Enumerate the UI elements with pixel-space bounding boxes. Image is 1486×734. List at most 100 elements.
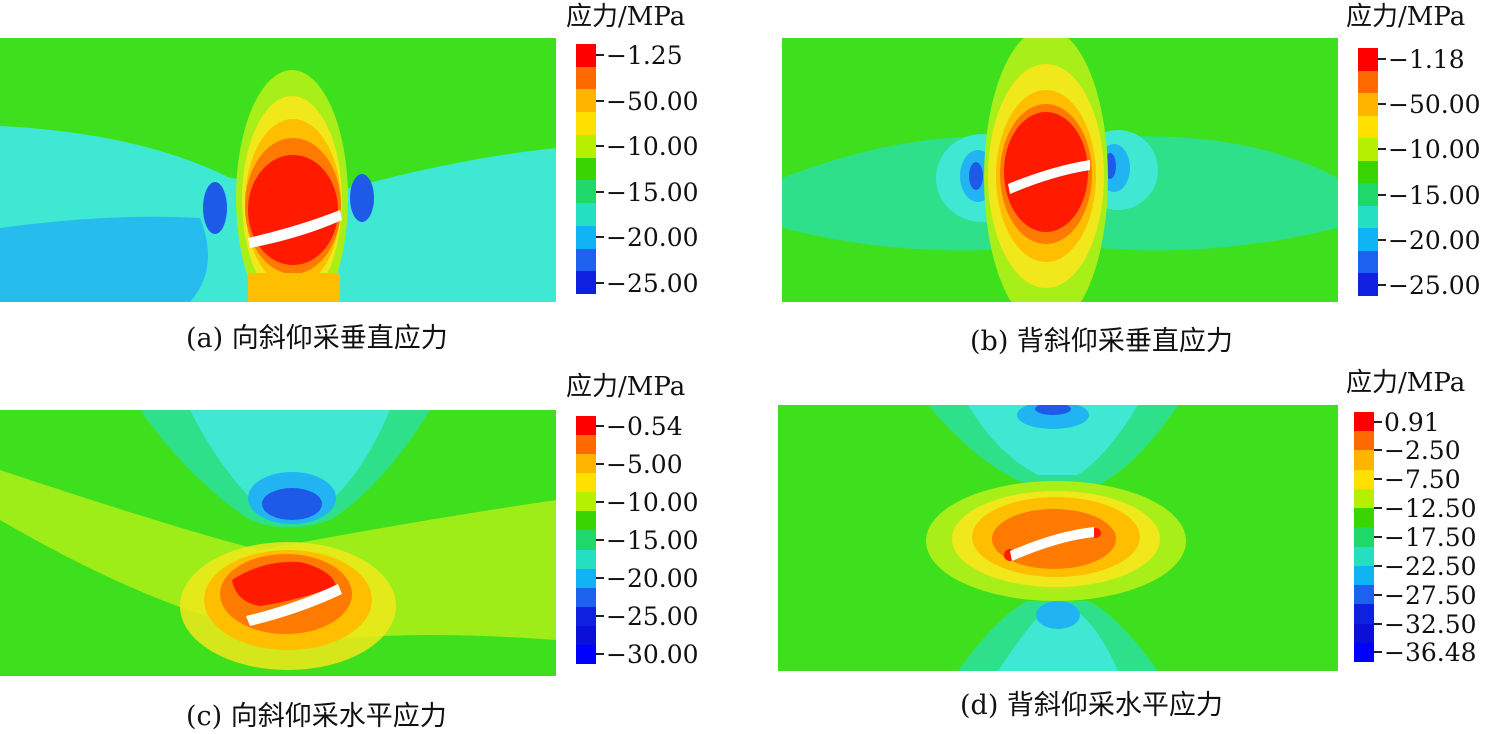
legend-label-d-0: 0.91 (1384, 407, 1440, 437)
legend-title-c: 应力/MPa (566, 372, 686, 402)
legend-tick-a-1 (596, 99, 604, 102)
legend-swatch-c-5 (576, 511, 596, 531)
legend-swatch-a-2 (576, 89, 596, 113)
legend-swatch-d-0 (1354, 412, 1374, 432)
legend-label-d-5: −22.50 (1384, 551, 1477, 581)
legend-tick-b-1 (1378, 103, 1386, 106)
legend-swatch-b-2 (1358, 93, 1378, 117)
caption-a: (a) 向斜仰采垂直应力 (186, 323, 448, 354)
legend-swatch-d-8 (1354, 565, 1374, 586)
legend-tick-b-3 (1378, 193, 1386, 196)
legend-c: 应力/MPa −0.54 −5.00 −10.00 −15.00 −20.00 −25.0… (566, 374, 716, 684)
legend-label-c-4: −20.00 (606, 564, 699, 594)
opening-d (1010, 527, 1094, 561)
legend-label-d-6: −27.50 (1384, 580, 1477, 610)
legend-tick-c-1 (596, 462, 604, 465)
legend-swatch-b-6 (1358, 183, 1378, 207)
legend-swatch-c-12 (576, 644, 596, 665)
legend-tick-d-0 (1374, 420, 1382, 423)
contour-svg-a (0, 38, 556, 302)
legend-swatch-b-8 (1358, 228, 1378, 252)
legend-swatch-a-10 (576, 271, 596, 295)
legend-label-a-3: −15.00 (606, 177, 699, 207)
zone-blue-left-a (203, 182, 227, 234)
legend-bar-a (576, 44, 596, 295)
legend-tick-c-4 (596, 577, 604, 580)
legend-swatch-b-4 (1358, 138, 1378, 162)
legend-label-c-2: −10.00 (606, 487, 699, 517)
legend-swatch-c-10 (576, 606, 596, 627)
legend-tick-b-4 (1378, 238, 1386, 241)
opening-b (1008, 160, 1090, 194)
legend-tick-d-4 (1374, 536, 1382, 538)
legend-swatch-b-7 (1358, 205, 1378, 229)
legend-swatch-d-4 (1354, 488, 1374, 509)
legend-tick-c-5 (596, 615, 604, 618)
legend-swatch-a-8 (576, 225, 596, 250)
zone-sky-bottom-d (1036, 601, 1080, 629)
legend-swatch-a-9 (576, 248, 596, 272)
legend-tick-d-8 (1374, 651, 1382, 654)
legend-label-c-6: −30.00 (606, 640, 699, 670)
legend-b: 应力/MPa −1.18 −50.00 −10.00 −15.00 −20.00 −25.… (1346, 4, 1486, 304)
legend-swatch-b-10 (1358, 273, 1378, 297)
legend-label-b-1: −50.00 (1388, 90, 1481, 120)
legend-tick-d-2 (1374, 478, 1382, 481)
legend-swatch-c-9 (576, 587, 596, 608)
legend-swatch-d-5 (1354, 508, 1374, 528)
legend-swatch-d-6 (1354, 527, 1374, 548)
legend-swatch-d-1 (1354, 431, 1374, 451)
contour-plot-d (778, 405, 1338, 671)
contour-plot-c (0, 410, 556, 676)
contour-plot-b (782, 38, 1338, 302)
legend-tick-d-7 (1374, 622, 1382, 625)
legend-label-b-3: −15.00 (1388, 180, 1481, 210)
legend-swatch-a-1 (576, 66, 596, 90)
legend-swatch-c-1 (576, 435, 596, 455)
legend-label-b-4: −20.00 (1388, 225, 1481, 255)
opening-a (248, 210, 342, 248)
legend-label-d-4: −17.50 (1384, 523, 1477, 552)
legend-tick-a-0 (596, 54, 604, 57)
legend-tick-b-2 (1378, 148, 1386, 151)
zone-blue-left-b (969, 162, 983, 190)
legend-label-a-0: −1.25 (606, 41, 683, 71)
legend-swatch-b-0 (1358, 48, 1378, 72)
opening-c (246, 584, 342, 626)
legend-label-d-2: −7.50 (1384, 465, 1461, 495)
legend-label-a-2: −10.00 (606, 132, 699, 162)
legend-title-b: 应力/MPa (1346, 2, 1466, 32)
legend-tick-c-0 (596, 424, 604, 427)
zone-red-a (248, 155, 338, 265)
legend-swatch-a-0 (576, 44, 596, 68)
legend-swatch-c-6 (576, 530, 596, 551)
legend-label-c-5: −25.00 (606, 602, 699, 632)
legend-tick-b-5 (1378, 283, 1386, 286)
legend-tick-c-2 (596, 500, 604, 503)
legend-tick-a-2 (596, 145, 604, 148)
legend-swatch-a-7 (576, 203, 596, 227)
zone-sky-top-d (1017, 405, 1089, 429)
zone-red-c (232, 561, 336, 606)
legend-title-a: 应力/MPa (566, 2, 686, 32)
legend-tick-d-5 (1374, 564, 1382, 567)
legend-label-a-1: −50.00 (606, 86, 699, 116)
contour-svg-d (778, 405, 1338, 671)
legend-tick-d-1 (1374, 449, 1382, 452)
legend-bar-b (1358, 48, 1378, 297)
zone-cyan-top-d (968, 405, 1138, 475)
legend-label-b-0: −1.18 (1388, 45, 1465, 75)
legend-swatch-b-1 (1358, 70, 1378, 94)
caption-c: (c) 向斜仰采水平应力 (186, 701, 447, 732)
legend-swatch-a-3 (576, 112, 596, 136)
legend-label-a-4: −20.00 (606, 223, 699, 253)
caption-d: (d) 背斜仰采水平应力 (960, 690, 1223, 721)
zone-cyan-c (190, 410, 390, 516)
caption-b: (b) 背斜仰采垂直应力 (970, 326, 1233, 357)
legend-swatch-c-3 (576, 473, 596, 493)
legend-swatch-b-9 (1358, 250, 1378, 274)
legend-bar-c (576, 416, 596, 665)
legend-tick-c-6 (596, 653, 604, 656)
legend-swatch-a-6 (576, 180, 596, 204)
legend-a: 应力/MPa −1.25 −50.00 −10.00 −15.00 −20.00 −25.… (566, 4, 716, 304)
